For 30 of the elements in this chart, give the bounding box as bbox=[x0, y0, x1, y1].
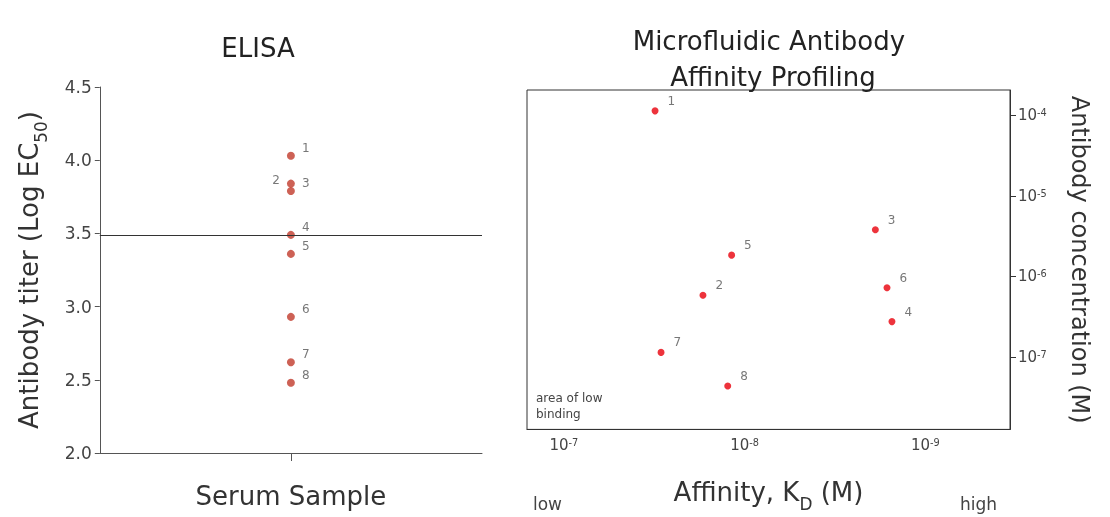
text: high bbox=[959, 493, 998, 514]
series-label: 7 bbox=[673, 335, 682, 350]
text: low bbox=[533, 493, 563, 514]
series-label: 2 bbox=[272, 172, 280, 187]
chart-title: ELISA bbox=[221, 33, 295, 63]
series-label: 6 bbox=[899, 270, 908, 285]
series-label: 5 bbox=[301, 238, 310, 253]
series-label: 8 bbox=[740, 369, 748, 384]
y-tick-label: 4.0 bbox=[64, 150, 92, 171]
series-label: 7 bbox=[301, 347, 310, 362]
series-label: 6 bbox=[301, 301, 310, 316]
y-tick-label: 3.0 bbox=[64, 296, 92, 317]
y-tick-label: 3.5 bbox=[64, 223, 92, 244]
series-label: 5 bbox=[744, 238, 752, 253]
series-label: 8 bbox=[301, 367, 310, 382]
series-label: 1 bbox=[301, 140, 310, 155]
series-label: 3 bbox=[301, 175, 310, 190]
y-tick-label: 2.0 bbox=[64, 443, 92, 463]
series-label: 2 bbox=[715, 278, 724, 293]
annotation: area of low binding bbox=[536, 391, 607, 421]
y-axis-title: Antibody titer (Log EC50) bbox=[14, 111, 52, 429]
x-axis-title: Serum Sample bbox=[195, 481, 387, 511]
y-axis-title: Antibody concentration (M) bbox=[1066, 95, 1094, 424]
series-label: 4 bbox=[904, 304, 913, 319]
chart-title: Microfluidic Antibody Affinity Profiling bbox=[632, 26, 914, 92]
series-label: 4 bbox=[301, 219, 310, 234]
y-tick-label: 4.5 bbox=[64, 77, 92, 97]
series-label: 3 bbox=[887, 212, 896, 227]
series-label: 1 bbox=[667, 93, 676, 108]
y-tick-label: 2.5 bbox=[64, 369, 92, 390]
